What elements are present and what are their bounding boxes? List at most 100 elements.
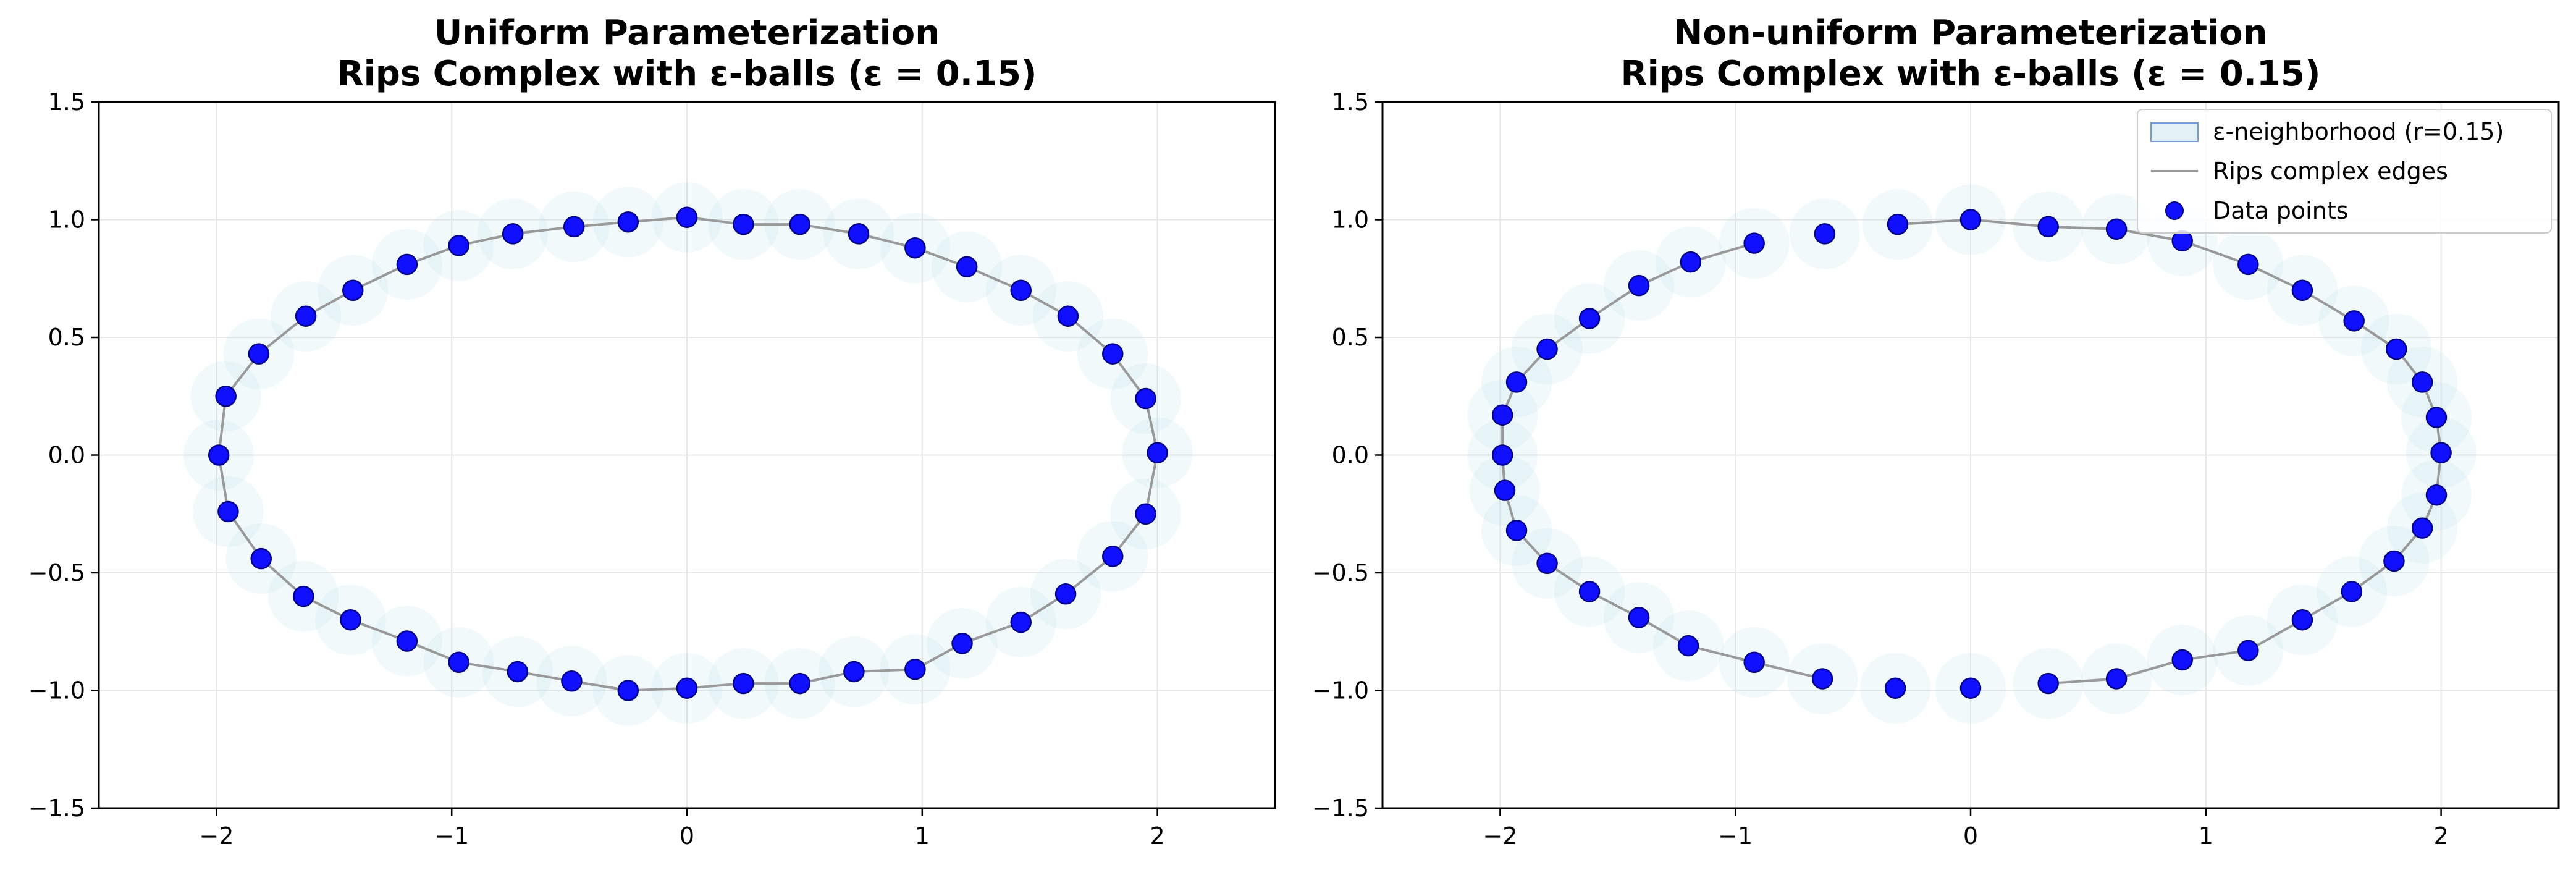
right-rips-edge bbox=[1688, 644, 1755, 664]
right-data-point bbox=[2105, 668, 2128, 690]
right-data-point bbox=[2411, 371, 2433, 393]
left-data-point bbox=[293, 585, 314, 607]
legend-label-point: Data points bbox=[2213, 197, 2349, 224]
right-xtick-label: 2 bbox=[2434, 822, 2449, 850]
left-data-point bbox=[676, 677, 698, 699]
right-rips-edge bbox=[2116, 659, 2183, 680]
right-data-point bbox=[1505, 520, 1528, 541]
left-data-point bbox=[1057, 305, 1079, 327]
left-data-point bbox=[250, 547, 272, 570]
right-xtick-label: 0 bbox=[1963, 822, 1978, 850]
right-data-point bbox=[2291, 279, 2313, 302]
left-ytick-label: 0.5 bbox=[48, 324, 85, 351]
left-xtick-label: 0 bbox=[680, 822, 694, 850]
right-data-point bbox=[2037, 672, 2059, 695]
right-data-point bbox=[2237, 640, 2259, 661]
left-data-point bbox=[448, 235, 469, 256]
right-ytick-label: −1.0 bbox=[1312, 677, 1369, 704]
right-data-point bbox=[1491, 444, 1513, 466]
right-data-point bbox=[2171, 230, 2193, 252]
left-plot-panel: Uniform Parameterization Rips Complex wi… bbox=[28, 13, 1276, 850]
left-ytick-label: −0.5 bbox=[28, 559, 85, 586]
left-ytick-label: 0.0 bbox=[48, 442, 85, 469]
right-data-point bbox=[1628, 607, 1650, 628]
left-data-point bbox=[1101, 343, 1124, 365]
right-data-point bbox=[1814, 223, 1836, 245]
left-data-point bbox=[904, 658, 926, 680]
left-data-point bbox=[448, 651, 469, 674]
right-data-point bbox=[2105, 218, 2128, 240]
left-data-point bbox=[295, 305, 317, 327]
right-ytick-label: 0.5 bbox=[1332, 324, 1369, 351]
left-data-point bbox=[507, 661, 529, 683]
left-ytick-label: −1.5 bbox=[28, 795, 85, 822]
legend-box bbox=[2137, 109, 2552, 234]
left-data-point bbox=[208, 444, 230, 466]
right-data-point bbox=[1578, 581, 1601, 602]
right-data-point bbox=[2037, 216, 2059, 238]
left-data-point bbox=[502, 223, 524, 245]
left-xtick-label: 1 bbox=[915, 822, 930, 850]
left-xtick-label: −1 bbox=[434, 822, 469, 850]
right-rips-edge bbox=[2048, 677, 2117, 685]
right-data-point bbox=[1811, 668, 1833, 690]
left-data-point bbox=[617, 211, 639, 233]
right-data-point bbox=[1628, 274, 1650, 297]
right-data-point bbox=[1494, 479, 1516, 501]
right-rips-edge bbox=[1754, 661, 1823, 680]
right-data-point bbox=[1536, 338, 1558, 360]
legend-label-edge: Rips complex edges bbox=[2213, 158, 2448, 185]
left-data-point bbox=[396, 253, 418, 276]
right-data-point bbox=[1578, 308, 1601, 329]
right-rips-edge bbox=[2116, 227, 2183, 242]
left-xtick-label: −2 bbox=[199, 822, 234, 850]
right-data-point bbox=[2385, 338, 2407, 360]
right-ytick-label: −1.5 bbox=[1312, 795, 1369, 822]
right-title-line2: Rips Complex with ε-balls (ε = 0.15) bbox=[1620, 54, 2320, 94]
left-data-point bbox=[956, 256, 978, 277]
left-title-line2: Rips Complex with ε-balls (ε = 0.15) bbox=[337, 54, 1037, 94]
right-data-point bbox=[1536, 552, 1558, 575]
right-xtick-label: 1 bbox=[2199, 822, 2213, 850]
left-data-point bbox=[248, 343, 270, 365]
right-data-point bbox=[1959, 677, 1982, 699]
right-rips-edge bbox=[1897, 218, 1971, 226]
right-ytick-label: 1.5 bbox=[1332, 88, 1369, 116]
left-data-point bbox=[848, 223, 870, 245]
left-xtick-label: 2 bbox=[1150, 822, 1165, 850]
left-data-point bbox=[789, 672, 811, 695]
left-data-point bbox=[843, 661, 865, 683]
right-ytick-label: 1.0 bbox=[1332, 206, 1369, 234]
right-data-point bbox=[1887, 213, 1909, 235]
left-data-point bbox=[561, 670, 583, 692]
left-data-point bbox=[563, 216, 585, 238]
right-data-point bbox=[1743, 232, 1765, 254]
left-data-point bbox=[733, 672, 754, 695]
right-data-point bbox=[1884, 677, 1906, 699]
left-title-line1: Uniform Parameterization bbox=[434, 13, 940, 53]
left-data-point bbox=[1135, 387, 1156, 410]
right-data-point bbox=[1491, 404, 1513, 426]
legend-label-ball: ε-neighborhood (r=0.15) bbox=[2213, 118, 2504, 145]
right-rips-edge bbox=[1690, 242, 1755, 263]
left-data-point bbox=[215, 386, 237, 407]
right-ytick-label: −0.5 bbox=[1312, 559, 1369, 586]
left-data-point bbox=[1010, 279, 1032, 302]
left-data-point bbox=[340, 609, 361, 631]
legend-ball-swatch bbox=[2150, 122, 2199, 142]
left-data-point bbox=[951, 633, 973, 654]
right-data-point bbox=[2383, 550, 2405, 572]
right-data-point bbox=[2411, 517, 2433, 539]
left-ytick-label: −1.0 bbox=[28, 677, 85, 704]
right-data-point bbox=[1505, 371, 1528, 393]
left-data-point bbox=[1135, 503, 1156, 525]
right-data-point bbox=[2343, 310, 2365, 332]
right-data-point bbox=[1677, 635, 1699, 657]
left-data-point bbox=[676, 206, 698, 228]
left-data-point bbox=[789, 213, 811, 235]
right-data-point bbox=[1743, 651, 1765, 674]
right-data-point bbox=[2237, 253, 2259, 276]
right-data-point bbox=[2291, 609, 2313, 631]
right-rips-edge bbox=[2182, 239, 2249, 266]
